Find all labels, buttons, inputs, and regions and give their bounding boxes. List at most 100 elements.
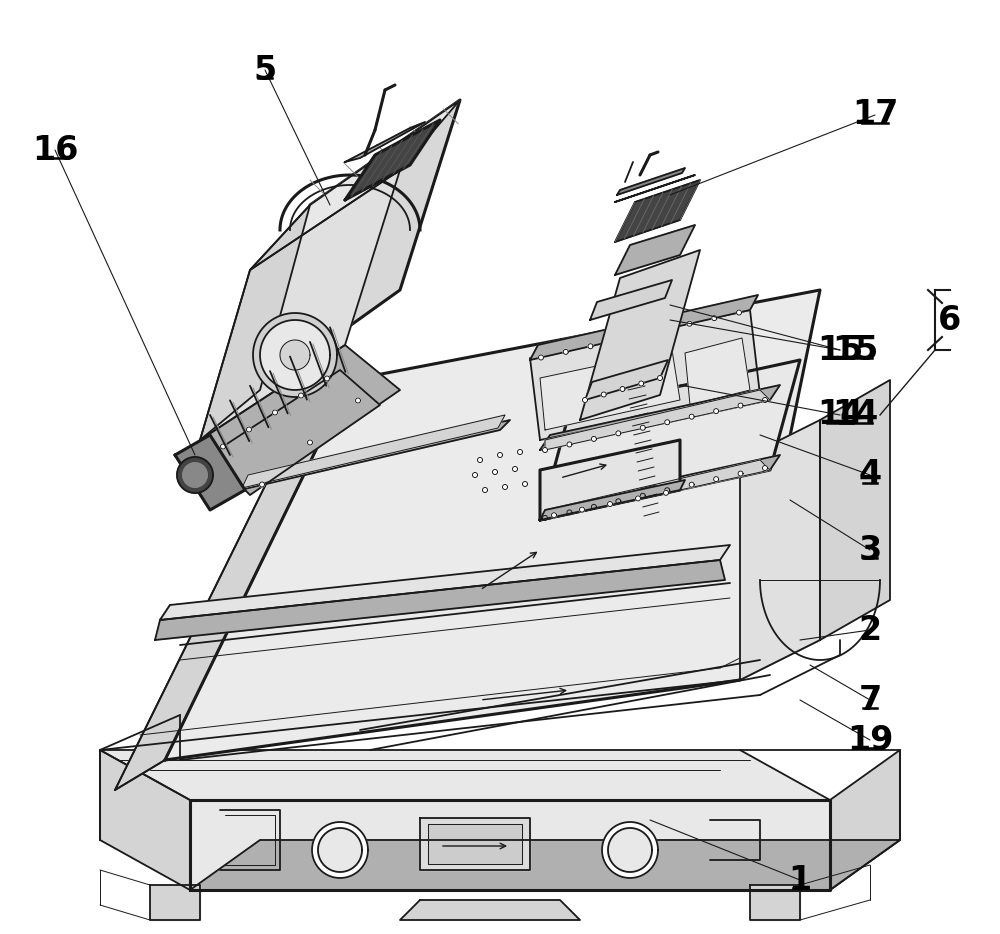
Polygon shape xyxy=(601,392,606,397)
Polygon shape xyxy=(493,470,498,474)
Polygon shape xyxy=(567,442,572,447)
Polygon shape xyxy=(242,415,505,488)
Text: 1: 1 xyxy=(788,864,812,897)
Polygon shape xyxy=(312,822,368,878)
Polygon shape xyxy=(200,345,400,490)
Polygon shape xyxy=(280,340,310,370)
Polygon shape xyxy=(356,398,360,403)
Polygon shape xyxy=(540,360,800,520)
Polygon shape xyxy=(591,436,596,442)
Polygon shape xyxy=(590,280,672,320)
Polygon shape xyxy=(318,828,362,872)
Text: 14: 14 xyxy=(832,399,878,432)
Polygon shape xyxy=(740,420,820,680)
Polygon shape xyxy=(545,390,770,450)
Polygon shape xyxy=(530,310,760,440)
Text: 15: 15 xyxy=(817,333,863,366)
Polygon shape xyxy=(543,447,548,452)
Polygon shape xyxy=(400,900,580,920)
Polygon shape xyxy=(616,499,621,503)
Text: 4: 4 xyxy=(858,459,882,491)
Polygon shape xyxy=(689,414,694,419)
Polygon shape xyxy=(240,420,510,490)
Text: 14: 14 xyxy=(817,399,863,432)
Polygon shape xyxy=(750,885,800,920)
Polygon shape xyxy=(177,457,213,493)
Text: 6: 6 xyxy=(938,304,962,336)
Polygon shape xyxy=(830,750,900,890)
Polygon shape xyxy=(583,398,588,403)
Text: 19: 19 xyxy=(847,724,893,757)
Polygon shape xyxy=(714,476,719,482)
Polygon shape xyxy=(540,350,680,430)
Polygon shape xyxy=(545,460,770,520)
Polygon shape xyxy=(613,338,618,343)
Polygon shape xyxy=(260,482,264,487)
Polygon shape xyxy=(591,504,596,509)
Polygon shape xyxy=(473,473,478,477)
Polygon shape xyxy=(615,175,695,202)
Text: 15: 15 xyxy=(832,333,878,366)
Polygon shape xyxy=(250,100,460,270)
Polygon shape xyxy=(428,824,522,864)
Polygon shape xyxy=(325,376,330,381)
Polygon shape xyxy=(615,225,695,275)
Text: 7: 7 xyxy=(858,684,882,716)
Polygon shape xyxy=(585,360,668,400)
Polygon shape xyxy=(543,516,548,520)
Polygon shape xyxy=(299,393,304,398)
Polygon shape xyxy=(345,122,425,162)
Polygon shape xyxy=(639,381,644,386)
Polygon shape xyxy=(190,800,830,890)
Polygon shape xyxy=(738,471,743,476)
Polygon shape xyxy=(540,480,685,520)
Polygon shape xyxy=(200,205,310,440)
Polygon shape xyxy=(260,100,460,390)
Polygon shape xyxy=(617,168,685,195)
Polygon shape xyxy=(175,435,245,510)
Polygon shape xyxy=(714,408,719,414)
Polygon shape xyxy=(200,170,400,440)
Polygon shape xyxy=(567,510,572,515)
Polygon shape xyxy=(616,431,621,436)
Polygon shape xyxy=(420,818,530,870)
Polygon shape xyxy=(552,513,556,517)
Polygon shape xyxy=(638,333,642,337)
Polygon shape xyxy=(665,419,670,425)
Polygon shape xyxy=(190,840,900,890)
Polygon shape xyxy=(687,321,692,326)
Polygon shape xyxy=(664,490,668,495)
Polygon shape xyxy=(602,822,658,878)
Polygon shape xyxy=(247,427,252,432)
Polygon shape xyxy=(636,496,640,501)
Polygon shape xyxy=(620,387,625,391)
Polygon shape xyxy=(685,338,750,405)
Polygon shape xyxy=(662,327,667,332)
Polygon shape xyxy=(658,375,662,380)
Polygon shape xyxy=(478,458,482,462)
Polygon shape xyxy=(540,385,780,450)
Polygon shape xyxy=(689,482,694,488)
Polygon shape xyxy=(210,370,380,495)
Polygon shape xyxy=(615,180,700,242)
Polygon shape xyxy=(640,493,645,498)
Polygon shape xyxy=(763,398,768,403)
Polygon shape xyxy=(498,452,503,458)
Polygon shape xyxy=(165,290,820,760)
Polygon shape xyxy=(160,545,730,620)
Polygon shape xyxy=(221,444,226,449)
Polygon shape xyxy=(483,488,488,492)
Polygon shape xyxy=(608,502,612,506)
Polygon shape xyxy=(253,313,337,397)
Text: 2: 2 xyxy=(858,614,882,646)
Polygon shape xyxy=(540,455,780,520)
Polygon shape xyxy=(580,507,584,512)
Polygon shape xyxy=(100,750,830,800)
Polygon shape xyxy=(523,482,528,487)
Polygon shape xyxy=(503,485,508,489)
Polygon shape xyxy=(588,344,593,348)
Polygon shape xyxy=(737,310,742,315)
Text: 17: 17 xyxy=(852,98,898,132)
Polygon shape xyxy=(518,449,522,455)
Polygon shape xyxy=(273,410,278,415)
